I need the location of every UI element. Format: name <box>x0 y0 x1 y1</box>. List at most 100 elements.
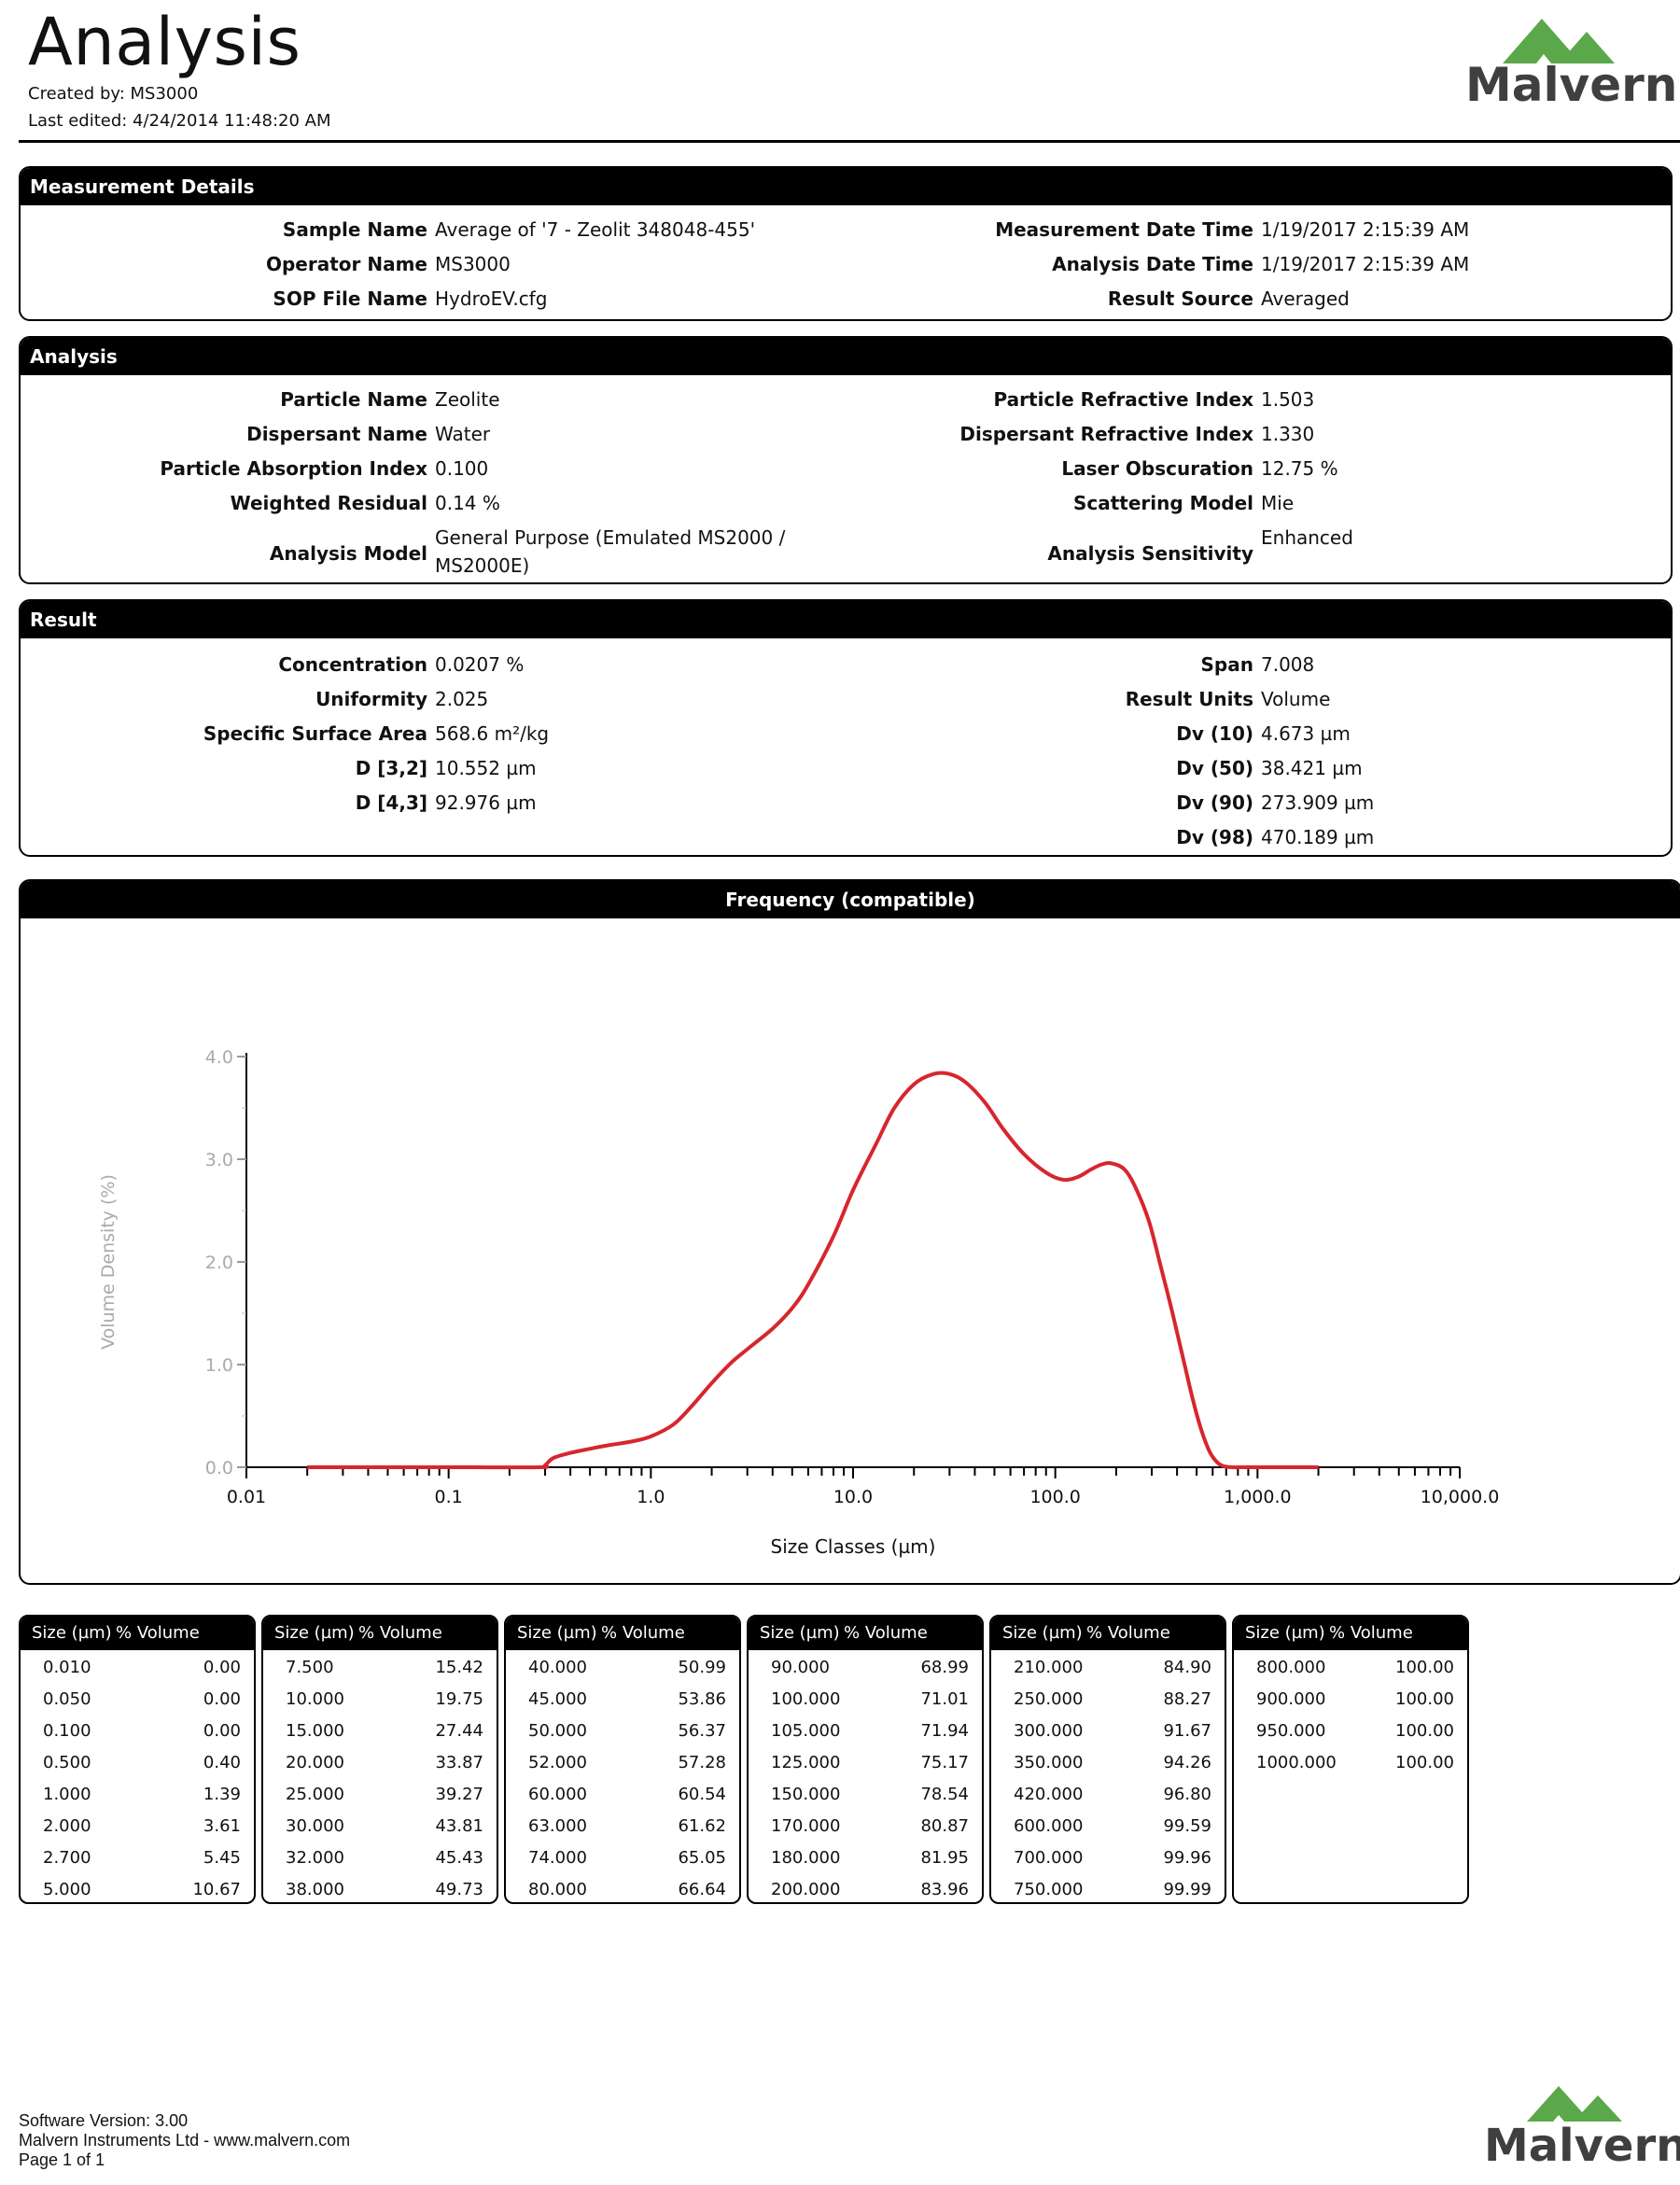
table-row: 2.000 3.61 <box>21 1811 254 1842</box>
table-row: 1.000 1.39 <box>21 1779 254 1811</box>
table-row: 63.000 61.62 <box>506 1811 739 1842</box>
field-value: 2.025 <box>435 688 489 710</box>
size-cell: 0.050 <box>43 1689 91 1709</box>
field-value: 1/19/2017 2:15:39 AM <box>1261 218 1470 241</box>
field-value: MS3000 <box>435 253 511 275</box>
size-cell: 950.000 <box>1256 1721 1326 1741</box>
field-label: Result Units <box>1125 688 1253 710</box>
table-row: 210.000 84.90 <box>991 1652 1225 1684</box>
measurement-details-panel: Measurement Details <box>19 166 1673 321</box>
volume-under-cell: 45.43 <box>435 1848 483 1868</box>
x-tick-label: 10.0 <box>833 1487 873 1507</box>
volume-under-table: Size (µm)% Volume Under 0.010 0.00 0.050 0.0… <box>19 1615 256 1904</box>
field-label: Operator Name <box>265 253 427 275</box>
field-value: Average of '7 - Zeolit 348048-455' <box>435 218 756 241</box>
volume-under-cell: 43.81 <box>435 1816 483 1836</box>
table-row: 350.000 94.26 <box>991 1747 1225 1779</box>
size-cell: 750.000 <box>1014 1880 1084 1899</box>
volume-under-cell: 75.17 <box>920 1753 969 1772</box>
table-header: Size (µm)% Volume Under <box>263 1617 497 1676</box>
created-by: Created by: MS3000 <box>28 84 199 104</box>
field-value: Water <box>435 423 491 445</box>
table-row: 52.000 57.28 <box>506 1747 739 1779</box>
field-label: Dispersant Name <box>246 423 427 445</box>
chart-title: Frequency (compatible) <box>21 881 1680 918</box>
table-row: 15.000 27.44 <box>263 1716 497 1747</box>
brand-name: Malvern <box>1484 2120 1680 2172</box>
size-cell: 420.000 <box>1014 1785 1084 1804</box>
last-edited: Last edited: 4/24/2014 11:48:20 AM <box>28 111 331 131</box>
size-cell: 30.000 <box>286 1816 344 1836</box>
size-cell: 0.010 <box>43 1658 91 1677</box>
volume-under-cell: 91.67 <box>1163 1721 1211 1741</box>
table-row: 50.000 56.37 <box>506 1716 739 1747</box>
table-row: 105.000 71.94 <box>749 1716 982 1747</box>
volume-under-cell: 5.45 <box>203 1848 241 1868</box>
volume-under-cell: 100.00 <box>1395 1689 1454 1709</box>
volume-under-cell: 100.00 <box>1395 1658 1454 1677</box>
volume-under-table: Size (µm)% Volume Under 7.500 15.42 10.000 1… <box>261 1615 498 1904</box>
volume-under-cell: 65.05 <box>678 1848 726 1868</box>
size-cell: 700.000 <box>1014 1848 1084 1868</box>
table-header: Size (µm)% Volume Under <box>21 1617 254 1676</box>
size-cell: 52.000 <box>528 1753 587 1772</box>
volume-under-cell: 94.26 <box>1163 1753 1211 1772</box>
volume-under-cell: 3.61 <box>203 1816 241 1836</box>
size-cell: 2.000 <box>43 1816 91 1836</box>
volume-under-cell: 39.27 <box>435 1785 483 1804</box>
table-row: 5.000 10.67 <box>21 1874 254 1902</box>
y-tick-label: 0.0 <box>205 1458 233 1478</box>
size-cell: 1000.000 <box>1256 1753 1337 1772</box>
volume-under-cell: 0.00 <box>203 1689 241 1709</box>
volume-under-cell: 0.00 <box>203 1721 241 1741</box>
volume-under-table: Size (µm)% Volume Under 90.000 68.99 100.00… <box>747 1615 984 1904</box>
field-label: Span <box>1200 653 1253 676</box>
volume-under-table: Size (µm)% Volume Under 40.000 50.99 45.000… <box>504 1615 741 1904</box>
table-row: 0.010 0.00 <box>21 1652 254 1684</box>
table-row: 170.000 80.87 <box>749 1811 982 1842</box>
table-row: 0.100 0.00 <box>21 1716 254 1747</box>
field-label: D [3,2] <box>355 757 427 779</box>
analysis-panel: Analysis <box>19 336 1673 584</box>
table-row: 25.000 39.27 <box>263 1779 497 1811</box>
x-tick-label: 1,000.0 <box>1224 1487 1292 1507</box>
size-cell: 0.500 <box>43 1753 91 1772</box>
field-value: Enhanced <box>1261 526 1353 549</box>
column-header-volume-under: % Volume Under <box>1329 1623 1413 1676</box>
table-header: Size (µm)% Volume Under <box>749 1617 982 1676</box>
size-cell: 63.000 <box>528 1816 587 1836</box>
size-cell: 250.000 <box>1014 1689 1084 1709</box>
volume-under-table: Size (µm)% Volume Under 800.000 100.00 900.… <box>1232 1615 1469 1904</box>
table-row: 150.000 78.54 <box>749 1779 982 1811</box>
table-row: 250.000 88.27 <box>991 1684 1225 1716</box>
y-axis-label: Volume Density (%) <box>98 1174 119 1350</box>
column-header-size: Size (µm) <box>1245 1623 1325 1643</box>
page-number: Page 1 of 1 <box>19 2150 105 2169</box>
field-value: Mie <box>1261 492 1295 514</box>
field-value: 470.189 µm <box>1261 826 1375 848</box>
table-row: 1000.000 100.00 <box>1234 1747 1467 1779</box>
size-cell: 45.000 <box>528 1689 587 1709</box>
x-axis-label: Size Classes (µm) <box>771 1535 936 1558</box>
size-cell: 0.100 <box>43 1721 91 1741</box>
volume-under-cell: 80.87 <box>920 1816 969 1836</box>
table-row: 420.000 96.80 <box>991 1779 1225 1811</box>
size-cell: 200.000 <box>771 1880 841 1899</box>
x-tick-label: 0.01 <box>227 1487 266 1507</box>
table-row: 7.500 15.42 <box>263 1652 497 1684</box>
field-value: 10.552 µm <box>435 757 537 779</box>
field-label: Particle Name <box>280 388 427 411</box>
volume-under-cell: 61.62 <box>678 1816 726 1836</box>
section-heading: Measurement Details <box>21 168 1671 205</box>
result-panel: Result <box>19 599 1673 857</box>
field-value: 0.0207 % <box>435 653 525 676</box>
size-cell: 2.700 <box>43 1848 91 1868</box>
y-tick-label: 4.0 <box>205 1047 233 1068</box>
table-row: 20.000 33.87 <box>263 1747 497 1779</box>
volume-under-cell: 99.99 <box>1163 1880 1211 1899</box>
volume-under-cell: 81.95 <box>920 1848 969 1868</box>
field-label: Analysis Model <box>269 542 427 565</box>
field-value: 1.503 <box>1261 388 1315 411</box>
table-row: 32.000 45.43 <box>263 1842 497 1874</box>
header-divider <box>19 140 1680 143</box>
